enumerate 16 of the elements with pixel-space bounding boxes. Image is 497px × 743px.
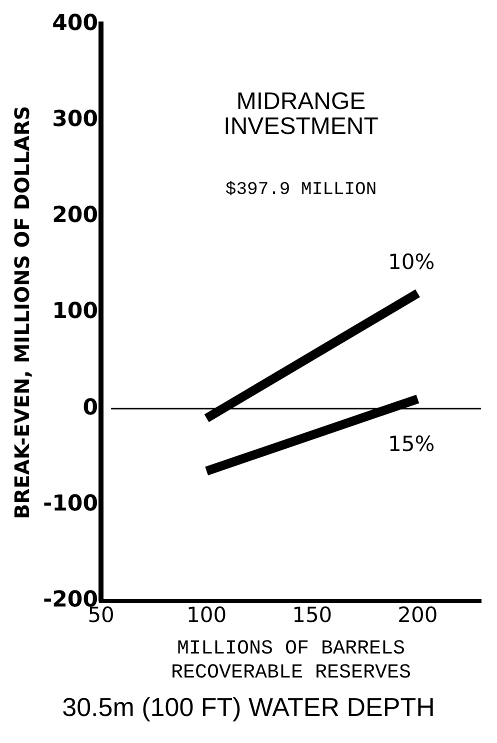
y-axis-title: BREAK-EVEN, MILLIONS OF DOLLARS — [10, 106, 34, 520]
annotation: MIDRANGE INVESTMENT — [224, 88, 379, 140]
y-tick-label: 200 — [52, 203, 98, 228]
y-tick-label: 100 — [52, 299, 98, 324]
x-tick-label: 100 — [186, 602, 227, 627]
series-label: 15% — [388, 432, 435, 456]
y-tick-label: 0 — [82, 395, 98, 420]
x-tick-label: 200 — [398, 602, 438, 627]
x-axis-title: MILLIONS OF BARRELS RECOVERABLE RESERVES — [171, 637, 412, 684]
x-tick-label: 150 — [292, 602, 332, 627]
annotation: $397.9 MILLION — [225, 180, 377, 200]
series-label: 10% — [388, 250, 435, 274]
y-tick-label: 300 — [52, 107, 98, 132]
text: 30.5m (100 FT) WATER DEPTH — [61, 692, 436, 723]
y-tick-label: -100 — [42, 491, 98, 516]
y-tick-label: 400 — [52, 10, 98, 36]
